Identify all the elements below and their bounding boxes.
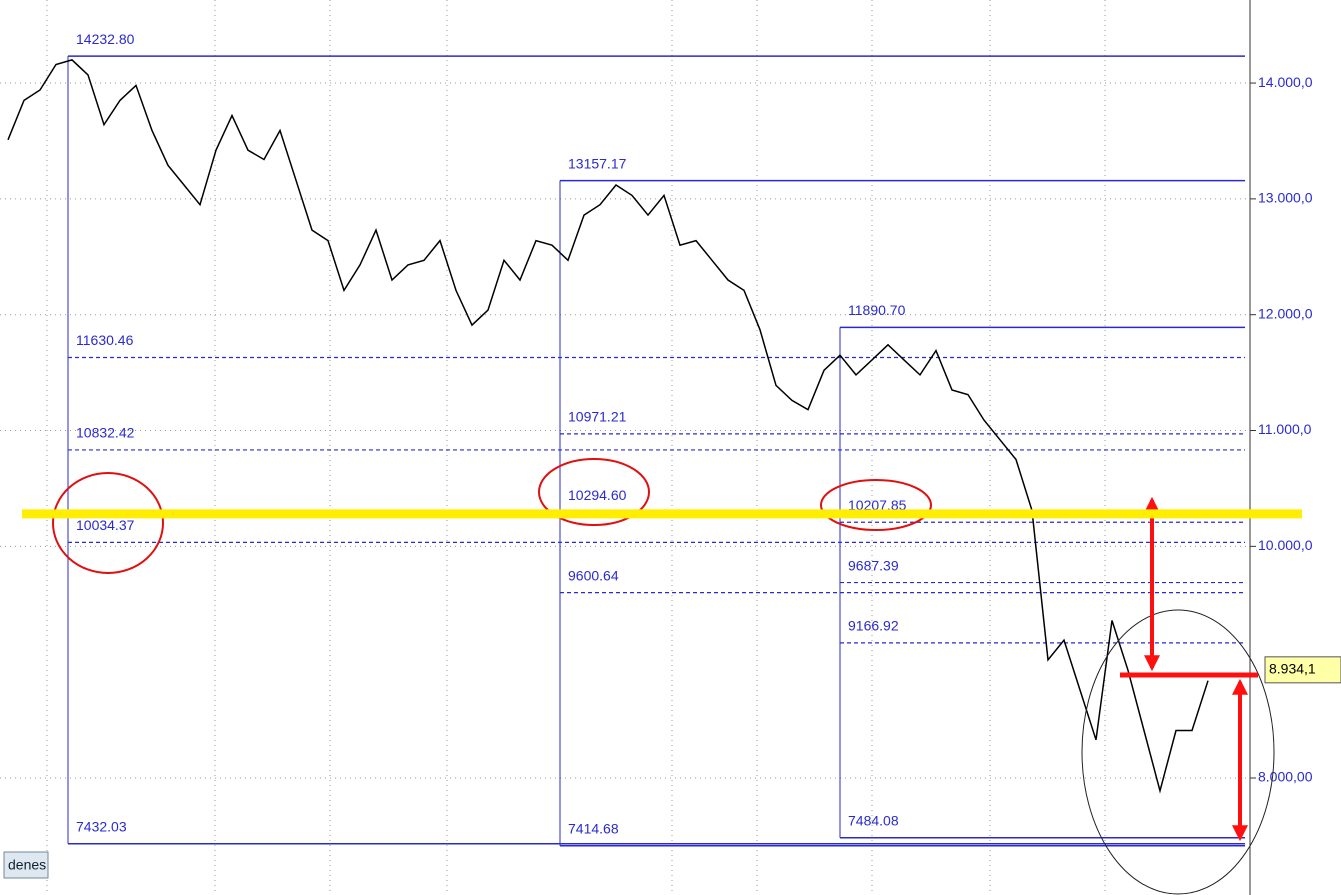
footer-box	[3, 851, 49, 879]
price-tag	[1264, 656, 1341, 684]
fib-label: 11890.70	[848, 302, 906, 318]
y-tick-label: 11.000,0	[1258, 421, 1312, 437]
black-circle	[1081, 609, 1275, 895]
price-line	[7, 59, 1209, 794]
price-tag-label: 8.934,1	[1269, 661, 1316, 677]
fib-label: 11630.46	[76, 332, 134, 348]
red-circle	[538, 458, 650, 526]
footer: denes	[8, 857, 46, 873]
fib-label: 10971.21	[568, 409, 627, 425]
y-tick-label: 13.000,0	[1258, 190, 1313, 206]
y-tick-label: 12.000,0	[1258, 305, 1313, 321]
y-tick-label: 8.000,00	[1258, 769, 1313, 785]
fib-label: 9600.64	[568, 567, 619, 583]
vertical-grid	[46, 0, 1106, 895]
fib-label: 7432.03	[76, 819, 127, 835]
fib-label: 14232.80	[76, 31, 135, 47]
fib-label: 7484.08	[848, 812, 899, 828]
y-tick-label: 14.000,0	[1258, 74, 1313, 90]
fib-label: 10207.85	[848, 497, 907, 513]
plot-layer: 8.000,00 10.000,0 11.000,0 12.000,0 13.000,0…	[0, 0, 1313, 895]
red-circle	[820, 479, 932, 531]
fib-label: 10294.60	[568, 487, 627, 503]
fib-label: 13157.17	[568, 155, 627, 171]
fib-label: 10034.37	[76, 517, 135, 533]
fib-label: 9166.92	[848, 618, 899, 634]
fib-label: 9687.39	[848, 557, 899, 573]
annotations	[52, 458, 1275, 895]
red-circle	[52, 472, 164, 574]
y-tick-label: 10.000,0	[1258, 537, 1313, 553]
fib-label: 7414.68	[568, 821, 619, 837]
fib-label: 10832.42	[76, 425, 135, 441]
